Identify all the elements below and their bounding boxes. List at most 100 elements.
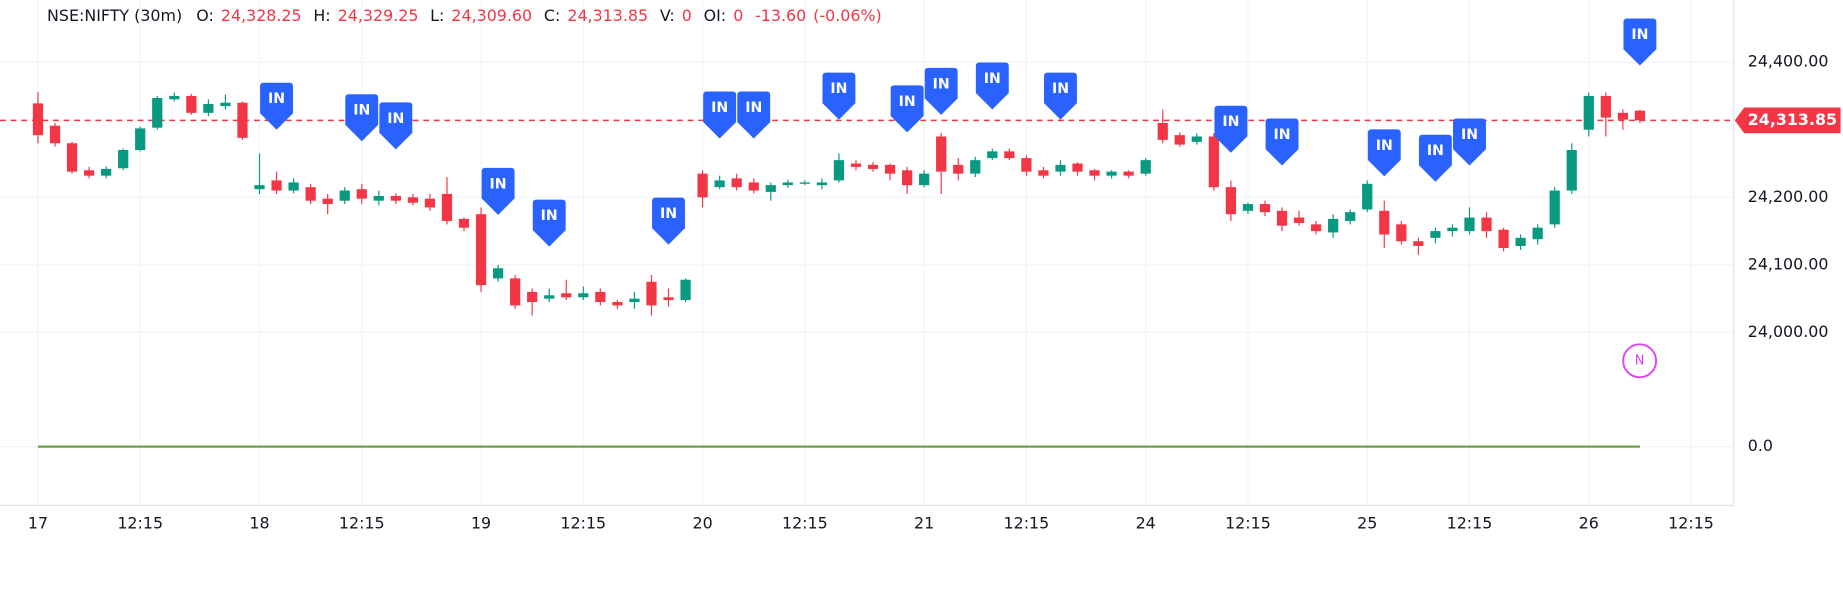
candle-body — [561, 293, 572, 298]
candle-body — [1362, 183, 1373, 210]
candle-body — [203, 104, 214, 113]
candle-body — [441, 193, 453, 221]
candle-body — [1123, 171, 1134, 176]
field-label: OI: — [704, 6, 727, 25]
candle-body — [220, 102, 231, 107]
candle-body — [83, 170, 95, 176]
marker-flag — [975, 62, 1009, 110]
marker: IN — [822, 72, 856, 120]
y-tick-label: 24,100.00 — [1748, 254, 1829, 273]
marker-label: IN — [1631, 27, 1648, 43]
candle-body — [1549, 190, 1560, 225]
candle-body — [32, 103, 44, 136]
candle-body — [510, 278, 521, 306]
candle-body — [731, 178, 742, 188]
marker-label: IN — [1274, 127, 1291, 143]
x-tick-label: 17 — [28, 514, 48, 533]
y-tick-label: 24,400.00 — [1748, 52, 1829, 71]
candle-body — [407, 197, 418, 203]
candle-body — [1396, 224, 1407, 242]
marker: IN — [1623, 18, 1657, 66]
candle-body — [578, 293, 589, 298]
candle-body — [1293, 217, 1305, 223]
candle-body — [1276, 210, 1288, 226]
marker: IN — [481, 167, 515, 215]
field-label: L: — [430, 6, 444, 25]
marker-flag — [652, 197, 685, 245]
last-price-box — [1734, 107, 1841, 134]
x-tick-label: 12:15 — [1447, 514, 1493, 533]
marker-flag — [1265, 118, 1299, 166]
marker-flag — [532, 199, 566, 247]
candle-body — [1208, 136, 1219, 188]
candle-body — [356, 189, 367, 199]
marker-label: IN — [660, 206, 677, 222]
field-value: 24,328.25 — [221, 6, 302, 25]
candle-body — [254, 185, 265, 190]
candle-body — [118, 150, 129, 169]
change: -13.60 — [755, 6, 806, 25]
x-tick-label: 12:15 — [782, 514, 828, 533]
symbol: NSE:NIFTY (30m) — [47, 6, 182, 25]
candle-body — [1583, 95, 1594, 130]
marker-label: IN — [830, 81, 847, 97]
candle-body — [373, 195, 384, 201]
field-label: O: — [196, 6, 214, 25]
marker-label: IN — [899, 94, 916, 110]
candle-body — [1106, 171, 1117, 176]
x-tick-label: 12:15 — [1225, 514, 1271, 533]
candle-body — [748, 182, 759, 191]
x-tick-label: 25 — [1357, 514, 1377, 533]
header: NSE:NIFTY (30m) O: 24,328.25 H: 24,329.25 L: 2… — [47, 6, 882, 25]
marker-label: IN — [541, 208, 558, 224]
candle-body — [1328, 218, 1339, 233]
candle-body — [1191, 136, 1202, 142]
candle-body — [595, 291, 606, 303]
candle-body — [66, 143, 78, 172]
candle-body — [1004, 151, 1015, 159]
marker-label: IN — [490, 176, 507, 192]
candle-body — [1379, 210, 1390, 235]
candle-body — [953, 164, 964, 174]
candle-body — [1532, 227, 1543, 240]
candle-body — [152, 97, 163, 128]
candle-body — [629, 298, 640, 303]
field-value: 24,309.60 — [451, 6, 532, 25]
candle-body — [458, 218, 470, 228]
candle-body — [816, 182, 828, 186]
candle-body — [1089, 170, 1100, 176]
candle-body — [782, 182, 793, 186]
field-label: H: — [313, 6, 330, 25]
candle-body — [680, 279, 691, 301]
marker-label: IN — [1427, 143, 1444, 159]
indicator-tick-label: 0.0 — [1748, 436, 1773, 455]
marker: IN — [975, 62, 1009, 110]
candle-body — [1345, 212, 1356, 221]
candle-body — [305, 187, 316, 201]
last-price-label: 24,313.85 — [1748, 110, 1837, 129]
marker-flag — [481, 167, 515, 215]
candle-body — [1617, 112, 1628, 120]
candle-body — [1498, 229, 1509, 248]
candle-body — [288, 182, 299, 191]
candle-body — [527, 291, 538, 303]
x-tick-label: 18 — [249, 514, 269, 533]
plot: IN IN IN IN IN IN IN IN IN IN IN IN IN IN IN IN IN IN IN 24… — [0, 18, 1841, 448]
badge: N — [1622, 343, 1658, 379]
marker-flag — [1044, 72, 1077, 120]
candle-body — [799, 182, 810, 184]
candle-body — [901, 170, 913, 186]
field-value: 24,313.85 — [567, 6, 648, 25]
marker-flag — [890, 85, 924, 133]
candle-body — [169, 95, 180, 100]
marker: IN — [652, 197, 685, 245]
candle-body — [135, 128, 146, 151]
marker-label: IN — [1461, 127, 1478, 143]
x-tick-label: 12:15 — [117, 514, 163, 533]
y-tick-label: 24,000.00 — [1748, 322, 1829, 341]
marker: IN — [1044, 72, 1077, 120]
candle-body — [271, 180, 282, 191]
candle-body — [663, 297, 674, 301]
marker-flag — [1367, 129, 1401, 177]
x-tick-label: 12:15 — [560, 514, 606, 533]
